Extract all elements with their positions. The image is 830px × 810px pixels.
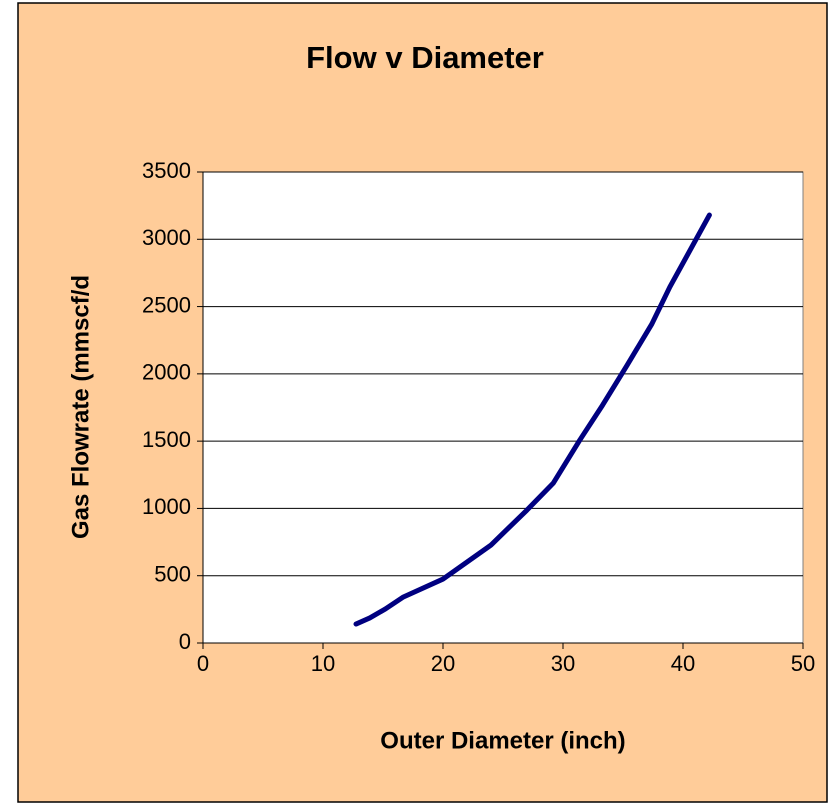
y-tick-label: 2000 (142, 360, 191, 385)
data-line (353, 212, 712, 627)
x-tick-label: 50 (791, 651, 815, 676)
y-tick-label: 500 (154, 562, 191, 587)
y-tick-label: 3000 (142, 225, 191, 250)
x-tick-label: 10 (311, 651, 335, 676)
y-tick-label: 3500 (142, 158, 191, 183)
y-tick-label: 0 (179, 629, 191, 654)
y-axis-label: Gas Flowrate (mmscf/d (67, 275, 94, 539)
y-tick-label: 1000 (142, 494, 191, 519)
x-tick-label: 0 (197, 651, 209, 676)
plot-area (202, 171, 804, 644)
x-axis-label: Outer Diameter (inch) (380, 727, 625, 754)
y-tick-label: 2500 (142, 292, 191, 317)
y-tick-label: 1500 (142, 427, 191, 452)
x-tick-label: 20 (431, 651, 455, 676)
chart-title: Flow v Diameter (306, 40, 544, 75)
x-tick-label: 30 (551, 651, 575, 676)
x-tick-label: 40 (671, 651, 695, 676)
